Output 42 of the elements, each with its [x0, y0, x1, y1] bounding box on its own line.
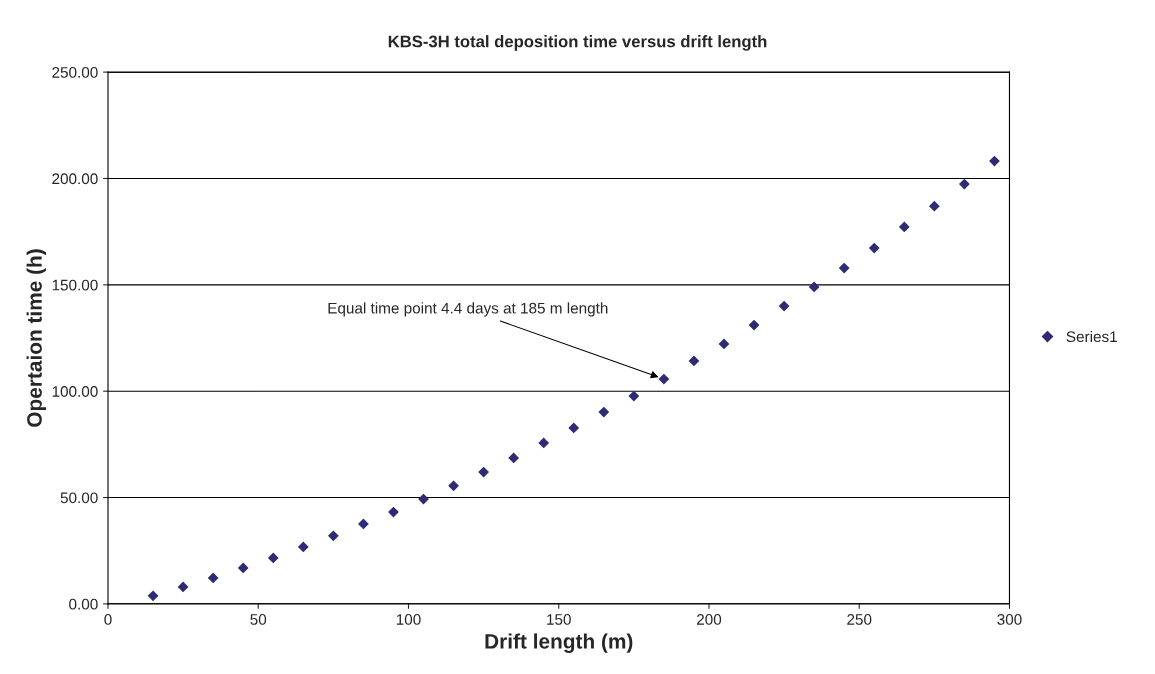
point	[207, 572, 219, 584]
point	[267, 552, 279, 564]
y-tick-label: 100.00	[52, 386, 98, 397]
point	[297, 541, 309, 553]
point	[568, 422, 580, 434]
x-tick-label: 200	[697, 614, 722, 625]
point	[808, 281, 820, 293]
point	[147, 590, 159, 602]
x-tick-label: 0	[104, 614, 112, 625]
x-tick-label: 100	[396, 614, 421, 625]
point	[448, 480, 459, 492]
point	[718, 338, 730, 350]
point	[778, 300, 790, 312]
point	[928, 200, 940, 212]
point	[237, 562, 249, 574]
annotation: Equal time point 4.4 days at 185 m length	[328, 302, 608, 317]
x-tick-label: 50	[250, 614, 267, 625]
point	[628, 390, 640, 402]
chart-title: KBS-3H total deposition time versus drift length	[388, 35, 767, 51]
point	[748, 319, 760, 331]
point	[838, 262, 850, 274]
legend-label: Series1	[1066, 330, 1117, 343]
point	[868, 242, 880, 254]
x-tick-label: 300	[997, 614, 1022, 625]
point	[688, 355, 700, 367]
point	[327, 530, 339, 542]
y-tick-label: 250.00	[52, 66, 98, 78]
point	[598, 406, 610, 418]
point	[658, 373, 670, 385]
x-tick-label: 250	[847, 614, 872, 625]
y-tick-label: 200.00	[52, 173, 98, 185]
y-tick-label: 0.00	[69, 598, 98, 610]
y-tick-label: 50.00	[60, 492, 98, 504]
x-tick-label: 150	[547, 614, 571, 625]
point	[538, 437, 550, 449]
y-axis-title: Opertaion time (h)	[26, 249, 46, 427]
point	[508, 452, 520, 464]
x-axis-title: Drift length (m)	[485, 633, 633, 653]
point	[358, 518, 369, 530]
y-tick-label: 150.00	[52, 279, 98, 291]
point	[898, 221, 910, 233]
point	[177, 581, 189, 593]
